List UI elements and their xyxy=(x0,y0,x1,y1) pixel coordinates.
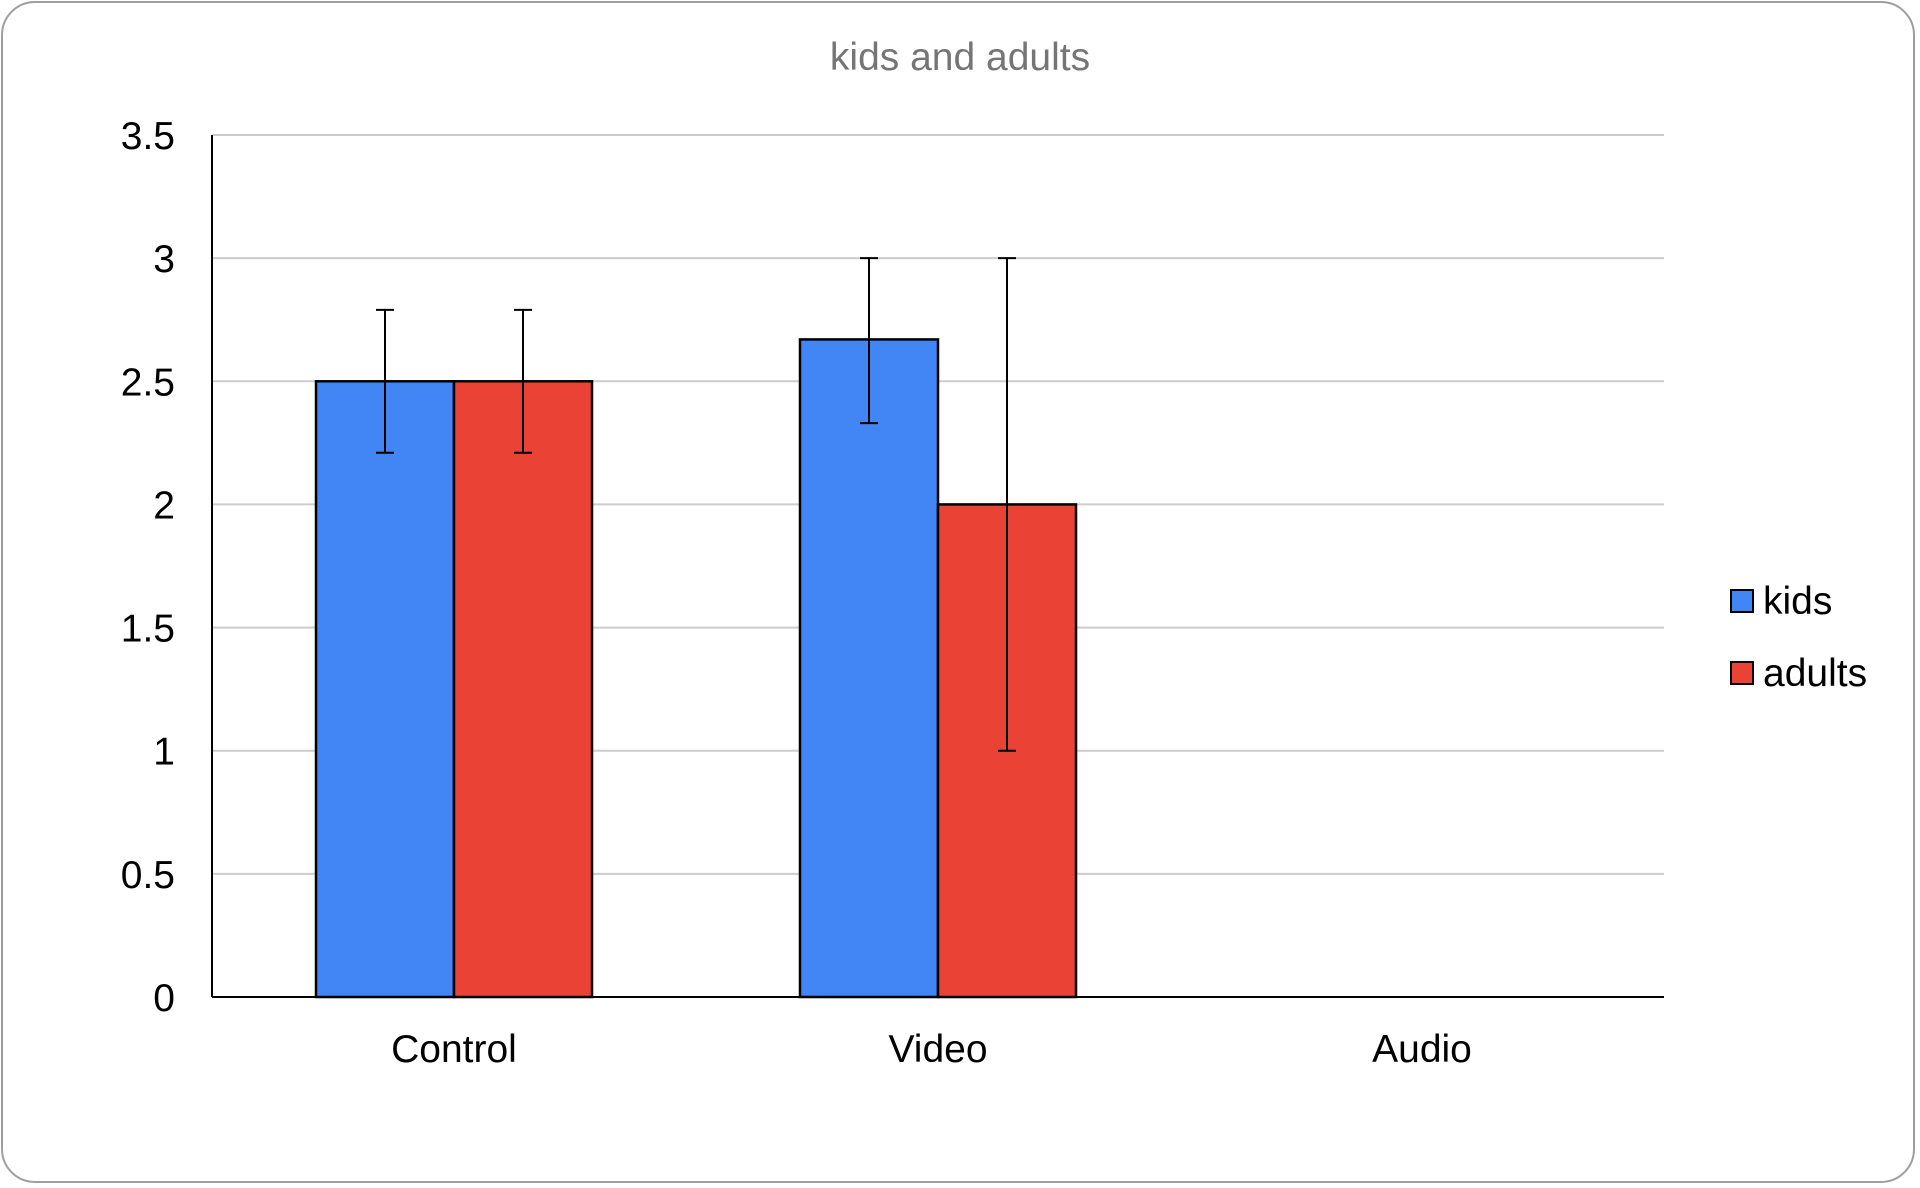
y-tick-label: 0 xyxy=(153,977,175,1020)
y-tick-label: 2 xyxy=(153,484,175,527)
y-tick-label: 1 xyxy=(153,731,175,774)
legend-label-adults: adults xyxy=(1763,652,1867,695)
chart-title: kids and adults xyxy=(830,36,1090,79)
y-axis-ticks: 0 0.5 1 1.5 2 2.5 3 3.5 xyxy=(121,115,175,1020)
bar-kids-video xyxy=(798,338,940,999)
x-category-label: Control xyxy=(391,1028,517,1071)
legend-swatch-kids xyxy=(1730,589,1754,613)
legend: kids adults xyxy=(1730,580,1867,695)
y-tick-label: 3 xyxy=(153,238,175,281)
y-tick-label: 2.5 xyxy=(121,361,175,404)
x-category-label: Video xyxy=(888,1028,987,1071)
y-tick-label: 0.5 xyxy=(121,854,175,897)
legend-swatch-adults xyxy=(1730,661,1754,685)
axes xyxy=(211,135,1664,998)
error-bars xyxy=(376,257,1016,752)
y-tick-label: 3.5 xyxy=(121,115,175,158)
bars xyxy=(314,338,1078,999)
y-tick-label: 1.5 xyxy=(121,608,175,651)
x-axis-categories: Control Video Audio xyxy=(391,1028,1472,1071)
bar-kids-control xyxy=(314,380,456,999)
bar-adults-control xyxy=(452,380,594,999)
x-category-label: Audio xyxy=(1372,1028,1472,1071)
legend-label-kids: kids xyxy=(1763,580,1832,623)
